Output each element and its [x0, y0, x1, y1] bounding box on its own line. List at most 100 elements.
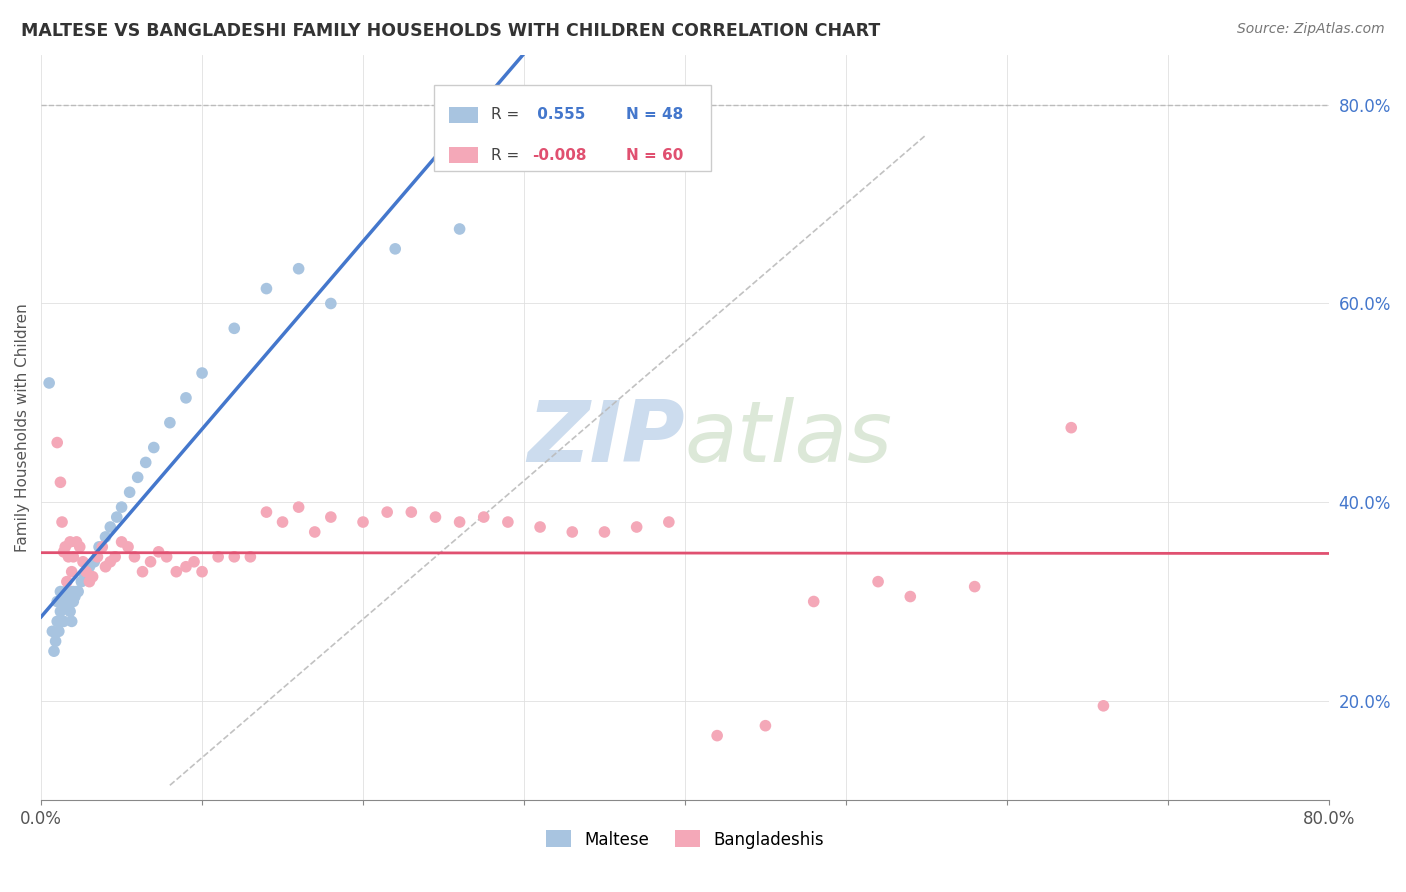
- Point: [62, 549, 84, 564]
- Point: [191, 565, 214, 579]
- Point: [65, 584, 87, 599]
- Point: [626, 520, 648, 534]
- Point: [124, 549, 146, 564]
- Point: [256, 282, 278, 296]
- Point: [131, 565, 153, 579]
- Point: [110, 535, 132, 549]
- Point: [48, 624, 70, 639]
- Point: [117, 540, 139, 554]
- Point: [46, 435, 69, 450]
- Point: [62, 584, 84, 599]
- Point: [496, 515, 519, 529]
- Point: [127, 470, 149, 484]
- Point: [304, 524, 326, 539]
- Text: MALTESE VS BANGLADESHI FAMILY HOUSEHOLDS WITH CHILDREN CORRELATION CHART: MALTESE VS BANGLADESHI FAMILY HOUSEHOLDS…: [21, 22, 880, 40]
- Point: [239, 549, 262, 564]
- Point: [62, 594, 84, 608]
- Point: [1060, 420, 1083, 434]
- Point: [803, 594, 825, 608]
- Point: [53, 584, 76, 599]
- Text: Source: ZipAtlas.com: Source: ZipAtlas.com: [1237, 22, 1385, 37]
- Point: [165, 565, 187, 579]
- Point: [59, 604, 82, 618]
- Point: [287, 261, 309, 276]
- Point: [658, 515, 681, 529]
- Point: [174, 559, 197, 574]
- Point: [191, 366, 214, 380]
- Point: [139, 555, 162, 569]
- Y-axis label: Family Households with Children: Family Households with Children: [15, 303, 30, 552]
- FancyBboxPatch shape: [434, 85, 710, 170]
- Point: [135, 455, 157, 469]
- Point: [375, 505, 398, 519]
- Point: [69, 540, 91, 554]
- Point: [65, 535, 87, 549]
- Point: [401, 505, 423, 519]
- Point: [56, 590, 79, 604]
- Bar: [450, 147, 478, 163]
- Point: [53, 540, 76, 554]
- Point: [94, 530, 117, 544]
- Point: [105, 510, 128, 524]
- Point: [60, 615, 83, 629]
- Point: [42, 644, 65, 658]
- Point: [449, 222, 471, 236]
- Point: [529, 520, 551, 534]
- Point: [319, 296, 342, 310]
- Point: [60, 565, 83, 579]
- Point: [156, 549, 179, 564]
- Point: [75, 565, 97, 579]
- Point: [49, 475, 72, 490]
- Point: [82, 569, 104, 583]
- Point: [142, 441, 165, 455]
- Point: [70, 574, 93, 589]
- Text: N = 60: N = 60: [626, 148, 683, 162]
- Point: [319, 510, 342, 524]
- Point: [148, 545, 170, 559]
- Point: [91, 540, 114, 554]
- Point: [52, 594, 75, 608]
- Point: [898, 590, 921, 604]
- Text: -0.008: -0.008: [531, 148, 586, 162]
- Point: [868, 574, 890, 589]
- Point: [118, 485, 141, 500]
- Point: [593, 524, 616, 539]
- Point: [110, 500, 132, 515]
- Point: [159, 416, 181, 430]
- Legend: Maltese, Bangladeshis: Maltese, Bangladeshis: [540, 823, 830, 855]
- Point: [41, 624, 63, 639]
- Point: [52, 615, 75, 629]
- Point: [51, 615, 73, 629]
- Point: [287, 500, 309, 515]
- Point: [224, 321, 246, 335]
- Point: [67, 584, 90, 599]
- Point: [87, 540, 110, 554]
- Point: [224, 549, 246, 564]
- Point: [73, 569, 96, 583]
- Point: [754, 719, 776, 733]
- Point: [256, 505, 278, 519]
- Point: [104, 549, 127, 564]
- Point: [449, 515, 471, 529]
- Text: atlas: atlas: [685, 397, 893, 480]
- Point: [53, 599, 76, 614]
- Point: [963, 580, 986, 594]
- Point: [1092, 698, 1115, 713]
- Point: [79, 574, 101, 589]
- Point: [83, 555, 105, 569]
- Point: [52, 545, 75, 559]
- Point: [425, 510, 447, 524]
- Point: [49, 604, 72, 618]
- Point: [174, 391, 197, 405]
- Point: [384, 242, 406, 256]
- Point: [72, 555, 94, 569]
- Point: [56, 599, 79, 614]
- Point: [98, 520, 121, 534]
- Point: [472, 510, 495, 524]
- Text: N = 48: N = 48: [626, 107, 683, 122]
- Point: [59, 584, 82, 599]
- Point: [98, 555, 121, 569]
- Point: [45, 634, 67, 648]
- Point: [58, 549, 80, 564]
- Point: [271, 515, 294, 529]
